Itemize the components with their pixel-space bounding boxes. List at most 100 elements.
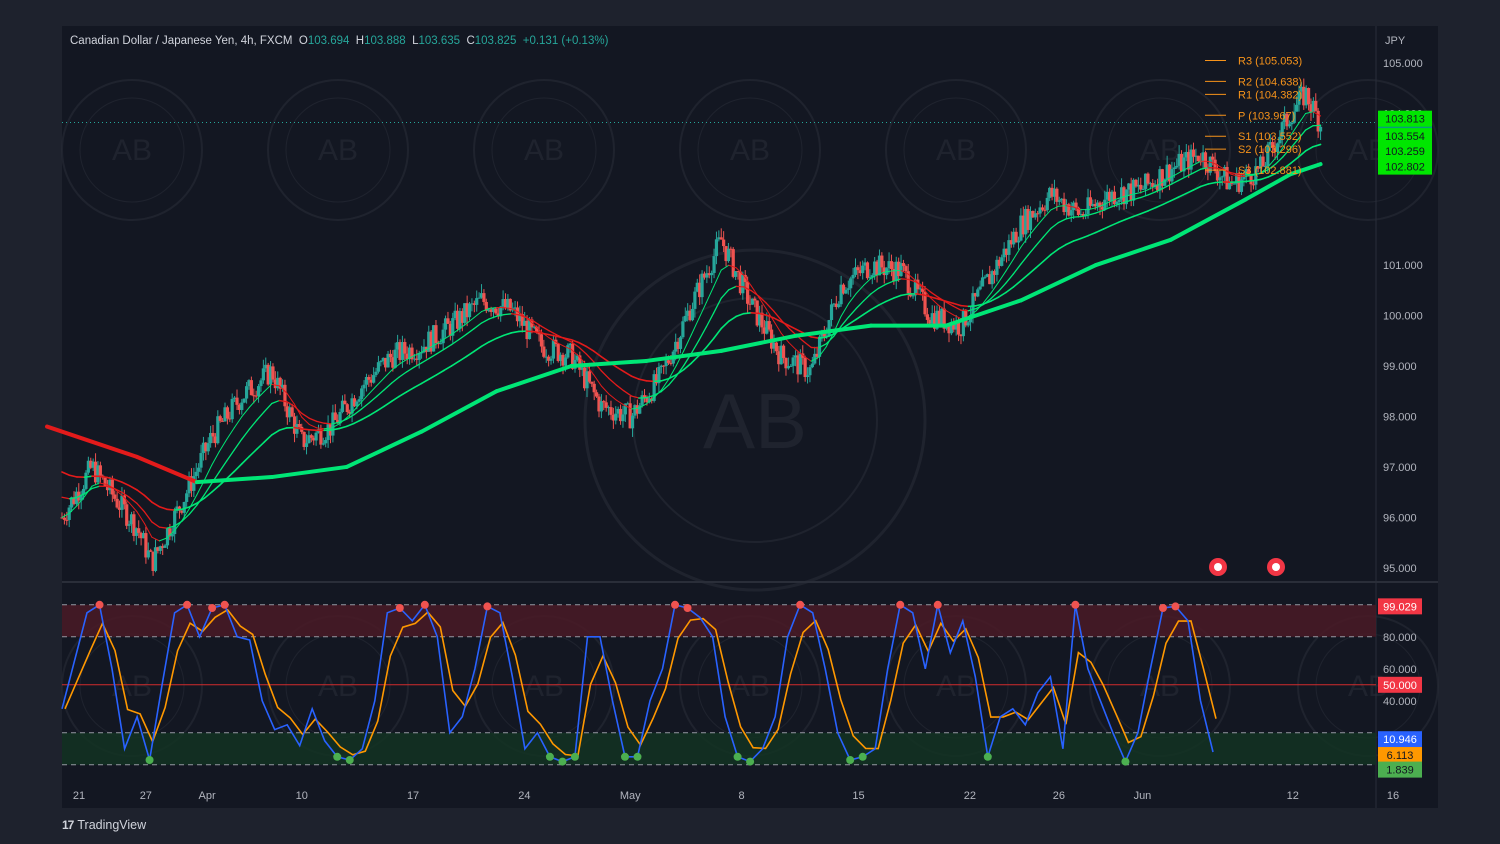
tradingview-brand[interactable]: 17 TradingView	[62, 818, 146, 832]
stoch-tag-value: 99.029	[1383, 601, 1417, 613]
ema-fast-line	[248, 398, 258, 408]
candle-body	[1235, 173, 1239, 184]
candle-body	[525, 320, 529, 340]
candle-body	[65, 519, 69, 521]
ema-slow-line	[975, 303, 985, 307]
candle-body	[1048, 187, 1052, 198]
candle-body	[496, 313, 500, 317]
candle-body	[491, 308, 496, 313]
candle-body	[921, 288, 925, 292]
ema-fast-line	[376, 377, 385, 387]
ema-mid-line	[1267, 163, 1277, 171]
candle-body	[983, 276, 987, 278]
candle-body	[621, 414, 625, 422]
overbought-zone	[62, 604, 1376, 637]
pivot-label: S1 (103.552)	[1238, 131, 1302, 143]
y-tick-label: 99.000	[1383, 361, 1417, 373]
candle-body	[1146, 173, 1150, 184]
ema-fast-line	[600, 385, 610, 395]
ema-slow-line	[735, 312, 745, 318]
ema-slow-line	[720, 320, 730, 330]
watermark-big-text: AB	[703, 377, 807, 465]
candle-body	[1014, 231, 1018, 243]
ema-mid-line	[615, 384, 625, 392]
ema-slow-line	[203, 491, 213, 500]
ema-slow-line	[570, 338, 580, 344]
candle-body	[1256, 166, 1260, 169]
ema-slow-line	[600, 355, 610, 363]
ema-long-line	[1288, 162, 1323, 177]
candle-body	[556, 344, 560, 361]
candle-body	[117, 507, 122, 510]
ema-fast-line	[1267, 157, 1277, 168]
ema-mid-line	[1102, 206, 1112, 211]
candle-body	[1019, 215, 1023, 241]
watermark-ring	[1089, 79, 1231, 221]
candle-body	[1002, 248, 1006, 258]
price-tag	[1378, 110, 1432, 127]
ema-fast-line	[863, 277, 872, 286]
ema-mid-line	[443, 343, 453, 350]
ema-mid-line	[1095, 209, 1104, 214]
ema-fast-line	[720, 264, 730, 271]
ema-fast-line	[563, 345, 572, 351]
candle-body	[156, 547, 160, 551]
ema-mid-line	[420, 357, 430, 364]
ema-mid-line	[600, 370, 610, 380]
candle-body	[465, 303, 469, 318]
candle-body	[736, 271, 740, 273]
candle-body	[1079, 213, 1083, 216]
candle-body	[1311, 100, 1315, 112]
ema-mid-line	[1200, 167, 1209, 170]
candle-body	[549, 358, 553, 361]
ema-fast-line	[593, 374, 602, 387]
candle-body	[434, 325, 438, 344]
candle-body	[254, 395, 258, 397]
ema-slow-line	[1244, 179, 1254, 183]
candle-body	[403, 342, 407, 354]
candle-body	[1225, 166, 1229, 190]
ema-slow-line	[188, 502, 198, 508]
candle-body	[1290, 122, 1294, 125]
ema-mid-line	[271, 399, 280, 405]
ema-slow-line	[1050, 248, 1060, 256]
ema-slow-line	[480, 341, 490, 348]
candle-body	[1122, 187, 1126, 205]
ema-mid-line	[308, 417, 318, 423]
ema-slow-line	[682, 362, 693, 371]
ema-fast-line	[1012, 246, 1022, 260]
ema-mid-line	[1132, 196, 1142, 201]
ema-mid-line	[1230, 171, 1239, 175]
ema-mid-line	[128, 496, 138, 505]
ema-fast-line	[181, 508, 190, 522]
candle-body	[115, 498, 119, 508]
candle-body	[618, 408, 623, 422]
ema-slow-line	[757, 312, 767, 316]
candle-body	[273, 379, 277, 389]
candle-body	[904, 266, 908, 272]
open-value: 103.694	[307, 35, 350, 47]
candle-body	[623, 403, 627, 415]
watermark-text: AB	[112, 670, 152, 703]
ema-fast-line	[353, 401, 363, 411]
candle-body	[81, 488, 86, 495]
ema-slow-line	[211, 484, 221, 493]
ema-fast-line	[91, 482, 100, 487]
ema-slow-line	[1147, 206, 1157, 212]
candle-body	[259, 380, 263, 387]
candle-body	[221, 420, 225, 422]
ema-mid-line	[256, 410, 265, 421]
candle-body	[547, 356, 551, 361]
ema-slow-line	[68, 474, 78, 478]
ema-mid-line	[346, 413, 355, 420]
ema-mid-line	[1237, 173, 1247, 176]
ema-slow-line	[780, 320, 790, 327]
ema-mid-line	[728, 285, 737, 291]
ema-slow-line	[563, 337, 573, 341]
candle-body	[319, 429, 323, 445]
ema-fast-line	[1110, 197, 1119, 202]
candle-body	[372, 375, 376, 383]
candle-body	[933, 313, 937, 329]
